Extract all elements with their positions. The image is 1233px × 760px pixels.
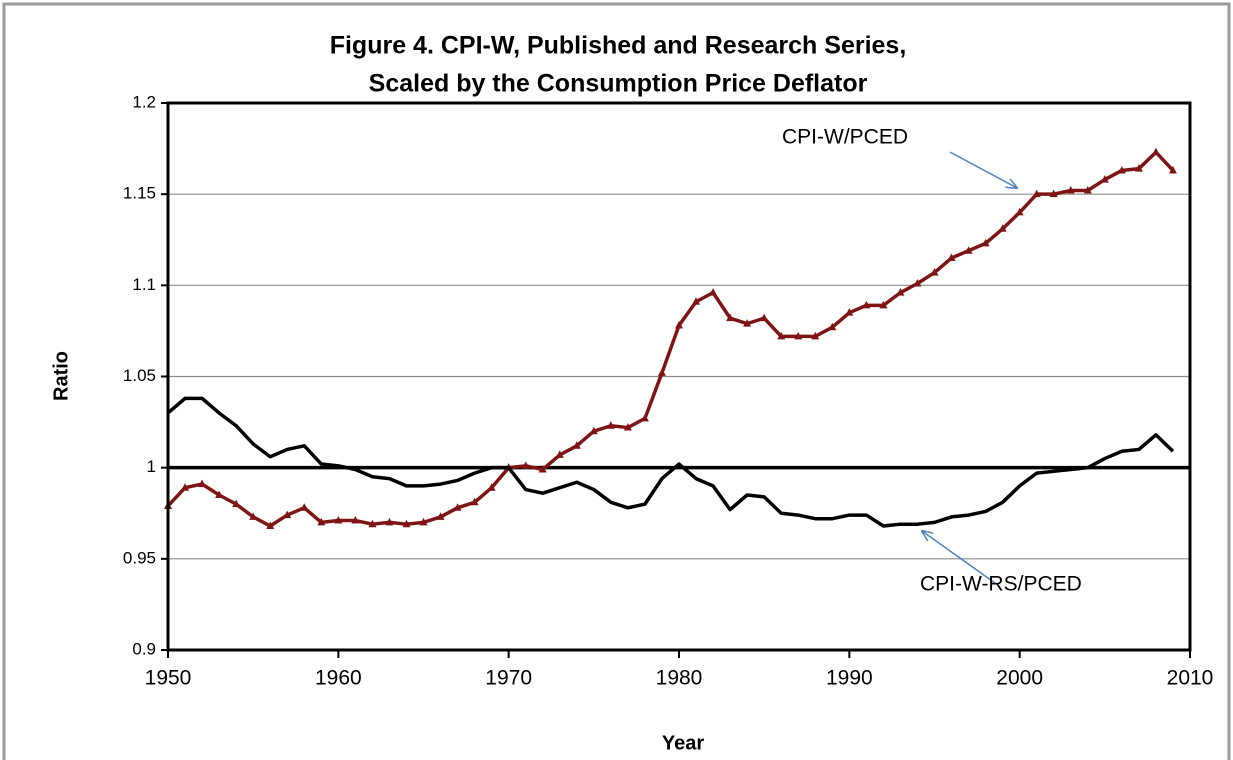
series-marker xyxy=(623,423,632,431)
series-marker xyxy=(589,426,598,435)
y-tick-label: 1.15 xyxy=(123,184,156,203)
series-marker xyxy=(1015,207,1024,216)
series-marker xyxy=(811,331,820,340)
y-tick-label: 1 xyxy=(147,457,156,476)
series-marker xyxy=(640,413,649,422)
series-marker xyxy=(657,368,666,376)
x-tick-label: 2000 xyxy=(996,667,1043,690)
series-marker xyxy=(1151,147,1160,156)
series-marker xyxy=(896,288,905,296)
series-marker xyxy=(266,521,275,530)
series-marker xyxy=(419,517,428,526)
chart-title: Scaled by the Consumption Price Deflator xyxy=(369,70,868,98)
series-marker xyxy=(981,238,990,247)
series-marker xyxy=(249,512,258,520)
series-marker xyxy=(181,483,190,491)
series-marker xyxy=(368,519,377,528)
series-marker xyxy=(1100,175,1109,183)
series-marker xyxy=(334,516,343,524)
annotation-arrow xyxy=(922,531,996,584)
series-marker xyxy=(913,279,922,287)
series-annotation: CPI-W/PCED xyxy=(782,126,908,149)
series-marker xyxy=(675,320,683,329)
x-axis-title: Year xyxy=(662,732,704,754)
series-marker xyxy=(1134,164,1143,172)
series-marker xyxy=(879,300,888,309)
series-line xyxy=(166,150,1175,528)
series-annotation: CPI-W-RS/PCED xyxy=(920,573,1082,596)
annotation-arrow xyxy=(949,151,1017,188)
series-marker xyxy=(402,519,411,528)
series-marker xyxy=(1117,165,1126,174)
x-tick-label: 1990 xyxy=(826,667,873,690)
series-marker xyxy=(385,517,394,526)
series-marker xyxy=(828,322,837,331)
series-marker xyxy=(453,503,462,511)
x-tick-label: 1980 xyxy=(656,667,703,690)
series-marker xyxy=(1168,165,1177,174)
series-marker xyxy=(692,297,701,305)
series-line xyxy=(166,396,1175,528)
series-marker xyxy=(1032,189,1041,198)
series-marker xyxy=(726,313,735,322)
series-marker xyxy=(215,490,224,499)
series-marker xyxy=(964,246,973,254)
x-tick-label: 1960 xyxy=(315,667,362,690)
y-axis-title: Ratio xyxy=(50,351,72,401)
series-marker xyxy=(1066,186,1075,194)
series-marker xyxy=(709,288,718,296)
series-marker xyxy=(760,313,769,322)
series-marker xyxy=(862,300,871,309)
series-marker xyxy=(998,224,1007,232)
series-marker xyxy=(300,503,309,511)
series-marker xyxy=(198,479,207,488)
y-tick-label: 0.95 xyxy=(123,548,156,567)
y-tick-label: 1.1 xyxy=(132,275,156,294)
chart-title: Figure 4. CPI-W, Published and Research … xyxy=(330,32,907,60)
series-marker xyxy=(930,268,939,276)
series-marker xyxy=(351,516,360,524)
series-marker xyxy=(283,510,292,519)
series-marker xyxy=(555,450,564,458)
series-marker xyxy=(947,253,956,261)
series-marker xyxy=(487,483,496,491)
y-tick-label: 1.2 xyxy=(132,92,156,111)
series-marker xyxy=(232,499,241,508)
series-marker xyxy=(606,421,615,429)
series-marker xyxy=(436,512,445,520)
y-tick-label: 1.05 xyxy=(123,366,156,385)
x-tick-label: 2010 xyxy=(1167,667,1214,690)
series-marker xyxy=(538,464,547,473)
series-marker xyxy=(1083,186,1092,194)
x-tick-label: 1970 xyxy=(485,667,532,690)
x-tick-label: 1950 xyxy=(145,667,192,690)
series-marker xyxy=(845,308,854,316)
series-marker xyxy=(1049,189,1058,198)
series-marker xyxy=(470,497,479,506)
plot-area: 0.9 0.95 1 1.05 1.1 1.15 1.2 1950 1960 1970 1980 19… xyxy=(123,92,1213,689)
series-marker xyxy=(777,331,786,340)
plot-border xyxy=(166,101,1192,652)
y-tick-label: 0.9 xyxy=(132,639,156,658)
series-marker xyxy=(794,331,803,340)
series-marker xyxy=(317,517,326,526)
series-marker xyxy=(743,319,752,327)
series-marker xyxy=(521,461,530,469)
series-marker xyxy=(572,441,581,449)
